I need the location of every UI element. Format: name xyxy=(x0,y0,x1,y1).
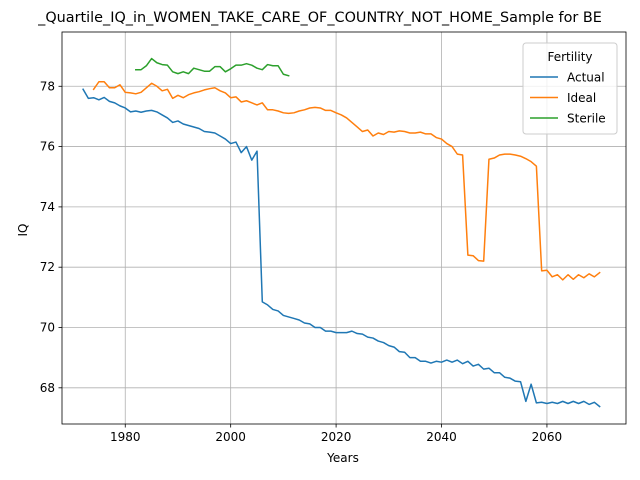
y-axis-label: IQ xyxy=(16,224,30,237)
y-tick-label: 74 xyxy=(40,200,55,214)
legend-entries: Actual Ideal Sterile xyxy=(530,71,606,126)
x-tick-label: 2040 xyxy=(426,430,457,444)
legend: Fertility Actual Ideal Sterile xyxy=(522,42,618,135)
x-tick-label: 2020 xyxy=(321,430,352,444)
chart-title: _Quartile_IQ_in_WOMEN_TAKE_CARE_OF_COUNT… xyxy=(37,10,602,26)
ticks: 1980 2000 2020 2040 2060 68 70 72 74 76 78 xyxy=(40,79,562,444)
y-tick-label: 70 xyxy=(40,321,55,335)
axes-frame xyxy=(61,31,627,425)
legend-frame xyxy=(522,42,618,135)
legend-title: Fertility xyxy=(547,50,592,64)
y-tick-label: 72 xyxy=(40,260,55,274)
legend-label-sterile: Sterile xyxy=(567,112,606,126)
series-line-ideal xyxy=(92,81,601,281)
x-axis-label: Years xyxy=(326,451,359,465)
series-line-actual xyxy=(82,88,601,408)
y-tick-label: 76 xyxy=(40,140,55,154)
y-tick-label: 68 xyxy=(40,381,55,395)
legend-label-ideal: Ideal xyxy=(567,91,596,105)
series-layer xyxy=(82,57,601,408)
x-tick-label: 2060 xyxy=(532,430,563,444)
x-tick-label: 1980 xyxy=(110,430,141,444)
x-tick-label: 2000 xyxy=(215,430,246,444)
axes xyxy=(61,31,627,425)
series-line-sterile xyxy=(135,57,290,77)
y-tick-label: 78 xyxy=(40,79,55,93)
legend-label-actual: Actual xyxy=(567,71,605,85)
